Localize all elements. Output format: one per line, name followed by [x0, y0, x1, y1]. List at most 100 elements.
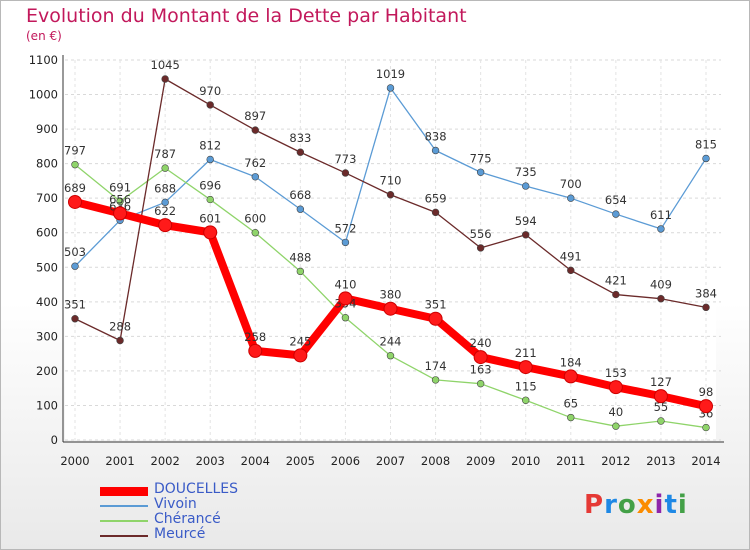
data-point: [293, 348, 308, 363]
data-point: [612, 290, 620, 299]
x-tick-label: 2008: [421, 454, 450, 468]
legend-swatch: [100, 486, 148, 496]
data-label: 127: [650, 375, 672, 389]
data-label: 970: [199, 84, 221, 98]
logo-letter: x: [636, 490, 655, 520]
data-point: [296, 205, 305, 213]
data-label: 1045: [151, 58, 180, 72]
data-point: [338, 291, 353, 306]
data-label: 174: [425, 359, 447, 373]
logo-letter: i: [654, 490, 665, 520]
data-label: 654: [605, 193, 627, 207]
y-tick-label: 1000: [29, 88, 58, 102]
data-point: [612, 422, 620, 430]
x-tick-label: 2004: [241, 454, 270, 468]
data-label: 556: [470, 227, 492, 241]
data-label: 710: [380, 174, 402, 188]
data-point: [608, 380, 623, 395]
x-tick-label: 2012: [601, 454, 630, 468]
data-point: [116, 197, 124, 205]
data-label: 488: [289, 250, 311, 264]
data-label: 659: [425, 191, 447, 205]
data-point: [518, 360, 533, 375]
data-point: [251, 126, 259, 134]
data-point: [563, 369, 578, 384]
data-point: [567, 266, 575, 275]
data-label: 700: [560, 177, 582, 191]
data-label: 153: [605, 366, 627, 380]
logo-letter: P: [584, 490, 605, 520]
data-point: [116, 336, 124, 345]
y-tick-label: 0: [51, 433, 58, 447]
plot-area: [65, 60, 716, 440]
data-point: [431, 146, 440, 155]
data-label: 688: [154, 181, 176, 195]
data-label: 773: [334, 152, 356, 166]
data-point: [567, 194, 575, 202]
data-point: [383, 301, 398, 316]
data-point: [251, 173, 259, 181]
x-tick-label: 2009: [466, 454, 495, 468]
data-point: [113, 206, 128, 221]
data-label: 380: [380, 288, 402, 302]
data-label: 351: [64, 298, 86, 312]
logo-letter: t: [664, 490, 678, 520]
y-tick-label: 1100: [29, 53, 58, 67]
data-point: [71, 160, 79, 169]
data-point: [203, 225, 218, 240]
data-label: 622: [154, 204, 176, 218]
data-label: 245: [289, 334, 311, 348]
data-point: [653, 389, 668, 404]
data-label: 696: [199, 179, 221, 193]
data-point: [428, 311, 443, 326]
data-label: 211: [515, 346, 537, 360]
y-tick-label: 700: [36, 191, 58, 205]
data-label: 421: [605, 274, 627, 288]
proxiti-logo: Proxiti: [584, 490, 688, 520]
data-point: [296, 148, 305, 156]
logo-letter: r: [604, 490, 618, 520]
data-label: 288: [109, 320, 131, 334]
data-point: [431, 376, 440, 384]
data-label: 601: [199, 211, 221, 225]
data-label: 762: [244, 156, 266, 170]
logo-letter: i: [677, 490, 688, 520]
data-label: 600: [244, 212, 266, 226]
data-label: 115: [515, 379, 537, 393]
chart-title: Evolution du Montant de la Dette par Hab…: [26, 5, 467, 27]
data-label: 65: [563, 397, 578, 411]
data-point: [386, 84, 395, 92]
data-label: 787: [154, 147, 176, 161]
data-label: 797: [64, 144, 86, 158]
legend-label: DOUCELLES: [154, 481, 238, 497]
data-label: 40: [609, 405, 624, 419]
data-point: [161, 198, 169, 207]
data-point: [476, 244, 485, 252]
data-label: 184: [560, 355, 582, 369]
data-label: 409: [650, 278, 672, 292]
data-label: 410: [334, 277, 356, 291]
y-tick-label: 100: [36, 398, 58, 412]
x-tick-label: 2001: [105, 454, 134, 468]
data-label: 812: [199, 138, 221, 152]
x-tick-label: 2010: [511, 454, 540, 468]
data-point: [567, 413, 575, 422]
data-label: 163: [470, 363, 492, 377]
data-point: [702, 423, 710, 432]
data-label: 240: [470, 336, 492, 350]
y-tick-label: 500: [36, 260, 58, 274]
data-label: 384: [695, 286, 717, 300]
data-point: [68, 194, 82, 209]
data-point: [702, 154, 710, 163]
y-tick-label: 200: [36, 364, 58, 378]
data-point: [657, 295, 665, 303]
data-point: [296, 267, 305, 276]
y-tick-label: 300: [36, 329, 58, 343]
data-label: 838: [425, 130, 447, 144]
data-point: [522, 396, 530, 404]
data-label: 594: [515, 214, 537, 228]
data-point: [522, 182, 530, 190]
x-tick-label: 2002: [151, 454, 180, 468]
data-label: 503: [64, 245, 86, 259]
